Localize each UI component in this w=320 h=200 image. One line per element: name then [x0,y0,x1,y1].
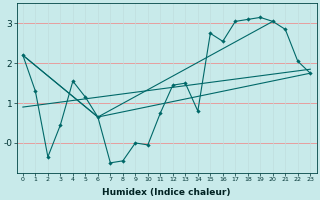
X-axis label: Humidex (Indice chaleur): Humidex (Indice chaleur) [102,188,231,197]
